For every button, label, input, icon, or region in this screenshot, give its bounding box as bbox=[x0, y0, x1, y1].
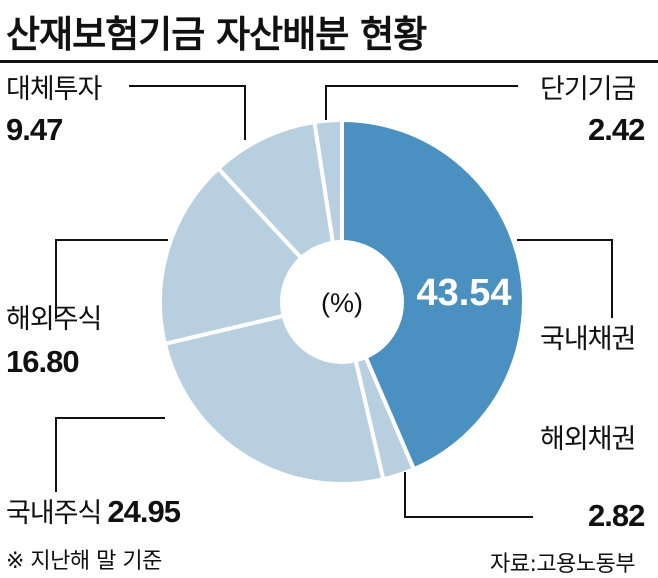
label-domestic-stocks: 국내주식 bbox=[6, 498, 102, 529]
leader-line-domestic-stocks bbox=[55, 417, 165, 492]
slice-domestic-bonds bbox=[340, 118, 526, 472]
title-divider bbox=[0, 60, 658, 63]
label-domestic-stocks-row: 국내주식 24.95 bbox=[6, 494, 181, 529]
label-short-term: 단기기금 bbox=[540, 74, 636, 105]
value-alternative: 9.47 bbox=[6, 112, 63, 147]
chart-title: 산재보험기금 자산배분 현황 bbox=[6, 13, 427, 56]
label-domestic-bonds: 국내채권 bbox=[540, 324, 636, 355]
label-overseas-bonds: 해외채권 bbox=[540, 424, 636, 455]
footnote: ※ 지난해 말 기준 bbox=[6, 549, 162, 574]
label-overseas-stocks: 해외주식 bbox=[6, 304, 102, 335]
source-credit: 자료:고용노동부 bbox=[490, 552, 636, 577]
donut-hole bbox=[280, 240, 404, 364]
leader-line-alternative bbox=[129, 85, 246, 140]
value-overseas-stocks: 16.80 bbox=[6, 344, 80, 379]
value-short-term: 2.42 bbox=[588, 112, 645, 147]
leader-lines bbox=[55, 85, 613, 518]
leader-line-short-term bbox=[325, 85, 518, 120]
value-domestic-stocks: 24.95 bbox=[107, 494, 181, 529]
label-alternative: 대체투자 bbox=[6, 74, 102, 105]
leader-line-domestic-bonds bbox=[517, 239, 613, 318]
unit-label: (%) bbox=[321, 288, 363, 318]
leader-line-overseas-stocks bbox=[55, 239, 168, 319]
slice-value-domestic-bonds: 43.54 bbox=[416, 272, 511, 314]
leader-line-overseas-bonds bbox=[404, 472, 533, 518]
value-overseas-bonds: 2.82 bbox=[588, 498, 645, 533]
